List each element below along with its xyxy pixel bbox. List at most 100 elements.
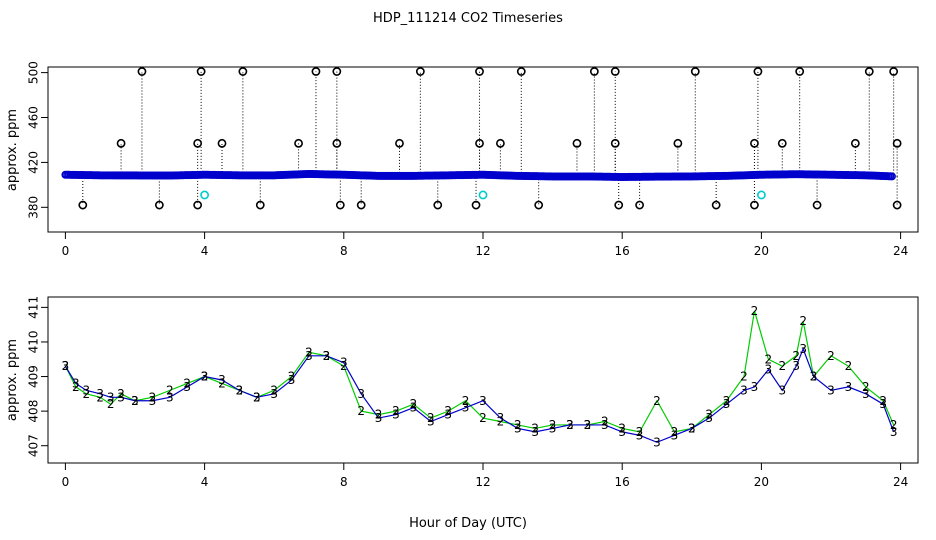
- bottom-y-tick-label: 411: [27, 296, 41, 319]
- series-2-marker: 2: [392, 404, 400, 418]
- series-2-marker: 2: [618, 421, 626, 435]
- outlier-point: [196, 67, 206, 76]
- series-2-marker: 2: [117, 387, 125, 401]
- series-3-marker: 3: [862, 387, 870, 401]
- series-3-marker: 3: [827, 383, 835, 397]
- series-2-marker: 2: [765, 352, 773, 366]
- series-3-marker: 3: [799, 342, 807, 356]
- series-3-marker: 3: [653, 435, 661, 449]
- outlier-point: [711, 200, 721, 210]
- series-2-marker: 2: [201, 370, 209, 384]
- outlier-point: [238, 67, 248, 76]
- outlier-point: [193, 138, 203, 148]
- top-y-axis: 380 420 460 500: [27, 61, 48, 219]
- outlier-point: [864, 67, 874, 76]
- series-3-marker: 3: [765, 363, 773, 377]
- series-3-marker: 3: [618, 425, 626, 439]
- series-2-marker: 2: [166, 383, 174, 397]
- bottom-x-tick-label: 0: [62, 475, 70, 489]
- outlier-point: [255, 200, 265, 210]
- bottom-x-tick-label: 24: [893, 475, 908, 489]
- series-2-marker: 2: [462, 394, 470, 408]
- outlier-point: [777, 138, 787, 148]
- top-outlier-points: [78, 67, 902, 210]
- series-3-marker: 3: [253, 390, 261, 404]
- baseline-point: [887, 172, 896, 181]
- series-3-marker: 3: [410, 401, 418, 415]
- series-2-marker: 2: [410, 397, 418, 411]
- series-3-marker: 3: [117, 390, 125, 404]
- series-3-marker: 3: [62, 359, 70, 373]
- series-2-marker: 2: [584, 418, 592, 432]
- outlier-point: [217, 138, 227, 148]
- series-2-marker: 2: [131, 394, 139, 408]
- series-3-marker: 3: [444, 408, 452, 422]
- series-2-marker: 2: [82, 387, 90, 401]
- series-3-marker: 3: [305, 349, 313, 363]
- outlier-point: [892, 200, 902, 210]
- series-3-marker: 3: [462, 401, 470, 415]
- series-3-marker: 3: [166, 390, 174, 404]
- series-2-marker: 2: [751, 304, 759, 318]
- series-2-marker: 2: [636, 425, 644, 439]
- outlier-point: [495, 138, 505, 148]
- top-x-tick-label: 8: [340, 244, 348, 258]
- outlier-point: [850, 138, 860, 148]
- top-x-tick-label: 12: [475, 244, 490, 258]
- outlier-point: [614, 200, 624, 210]
- flag-point: [200, 190, 209, 200]
- top-x-tick-label: 24: [893, 244, 908, 258]
- series-3-marker: 3: [723, 397, 731, 411]
- series-3-marker: 3: [514, 421, 522, 435]
- outlier-point: [116, 138, 126, 148]
- series-3-marker: 3: [636, 428, 644, 442]
- series-2-marker: 2: [72, 380, 80, 394]
- series-3-marker: 3: [531, 425, 539, 439]
- top-y-tick-label: 380: [27, 196, 41, 219]
- outlier-point: [395, 138, 404, 148]
- series-2-marker: 2: [566, 418, 574, 432]
- series-3-marker: 3: [201, 370, 209, 384]
- series-2-marker: 2: [890, 418, 898, 432]
- outlier-point: [750, 138, 759, 148]
- top-x-tick-label: 0: [62, 244, 70, 258]
- series-3-marker: 3: [497, 411, 505, 425]
- series-2-marker: 2: [305, 345, 313, 359]
- outlier-point: [673, 138, 683, 148]
- series-3-marker: 3: [82, 383, 90, 397]
- series-3-marker: 3: [688, 421, 696, 435]
- series-3-marker: 3: [149, 394, 157, 408]
- series-2-marker: 2: [723, 394, 731, 408]
- top-y-tick-label: 460: [27, 106, 41, 129]
- series-3-marker: 3: [131, 394, 139, 408]
- series-2-marker: 2: [514, 418, 522, 432]
- top-x-tick-label: 4: [201, 244, 209, 258]
- outlier-point: [332, 138, 342, 148]
- series-3-marker: 3: [792, 359, 800, 373]
- top-panel: 0 4 8 12 16 20 24 380 420 460 500 approx. ppm: [5, 61, 919, 258]
- series-2-marker: 2: [705, 408, 713, 422]
- series-2-marker: 2: [601, 415, 609, 429]
- series-3-marker: 3: [810, 370, 818, 384]
- series-2-marker: 2: [270, 383, 278, 397]
- series-3-line: [64, 347, 895, 443]
- series-2-marker: 2: [149, 390, 157, 404]
- series-2-marker: 2: [549, 418, 557, 432]
- outlier-point: [795, 67, 805, 76]
- series-2-marker: 2: [236, 383, 244, 397]
- series-2-marker: 2: [218, 376, 226, 390]
- series-3-marker: 3: [357, 387, 365, 401]
- series-3-marker: 3: [584, 418, 592, 432]
- series-2-marker: 2: [799, 314, 807, 328]
- series-2-marker: 2: [96, 390, 104, 404]
- outlier-point: [690, 67, 700, 76]
- series-2-marker: 2: [323, 349, 331, 363]
- bottom-y-tick-label: 410: [27, 331, 41, 354]
- top-x-tick-label: 20: [754, 244, 769, 258]
- top-y-axis-label: approx. ppm: [5, 109, 20, 191]
- outlier-point: [433, 200, 443, 210]
- top-y-tick-label: 500: [27, 61, 41, 84]
- bottom-y-tick-label: 408: [27, 400, 41, 423]
- series-2-marker: 2: [740, 370, 748, 384]
